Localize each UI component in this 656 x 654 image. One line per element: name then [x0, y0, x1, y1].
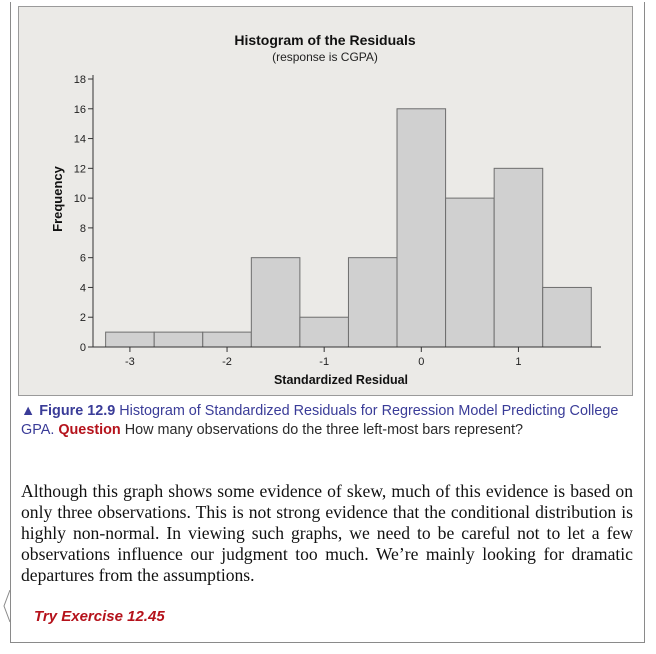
histogram-bar	[445, 197, 495, 348]
chart-subtitle: (response is CGPA)	[272, 50, 378, 64]
histogram-bar	[202, 331, 252, 348]
y-axis-label: Frequency	[50, 165, 65, 232]
page-notch	[3, 590, 11, 623]
histogram-bar	[105, 331, 155, 348]
histogram-svg: Histogram of the Residuals (response is …	[50, 32, 601, 387]
y-tick-label: 0	[80, 342, 86, 354]
figure-title: Histogram of Standardized Residuals for …	[21, 403, 619, 438]
figure-caption: ▲ Figure 12.9 Histogram of Standardized …	[21, 402, 621, 440]
x-tick-label: -1	[319, 356, 329, 368]
question-label: Question	[58, 422, 121, 438]
y-tick-label: 12	[74, 163, 86, 175]
try-exercise-link[interactable]: Try Exercise 12.45	[34, 608, 165, 625]
histogram-bar	[542, 286, 592, 348]
y-tick-label: 4	[80, 282, 86, 294]
y-tick-label: 18	[74, 74, 86, 86]
x-tick-label: 1	[515, 356, 521, 368]
chart-title: Histogram of the Residuals	[234, 32, 415, 48]
y-tick-label: 8	[80, 223, 86, 235]
x-tick-label: -2	[222, 356, 232, 368]
y-tick-label: 16	[74, 104, 86, 116]
histogram-bar	[153, 331, 204, 348]
histogram-bar	[396, 108, 447, 348]
y-tick-label: 6	[80, 253, 86, 265]
histogram-bar	[347, 257, 398, 348]
x-tick-label: 0	[418, 356, 424, 368]
page-frame	[10, 2, 645, 643]
body-paragraph: Although this graph shows some evidence …	[21, 481, 633, 585]
figure-label: ▲ Figure 12.9	[21, 403, 116, 419]
y-tick-label: 14	[74, 134, 86, 146]
y-tick-label: 10	[74, 193, 86, 205]
histogram-bar	[250, 257, 301, 348]
y-tick-label: 2	[80, 312, 86, 324]
histogram-bar	[299, 316, 349, 348]
x-tick-label: -3	[125, 356, 135, 368]
x-axis-label: Standardized Residual	[274, 373, 408, 387]
question-text: How many observations do the three left-…	[124, 422, 524, 438]
histogram-chart: Histogram of the Residuals (response is …	[18, 6, 633, 396]
histogram-bar	[493, 167, 544, 348]
